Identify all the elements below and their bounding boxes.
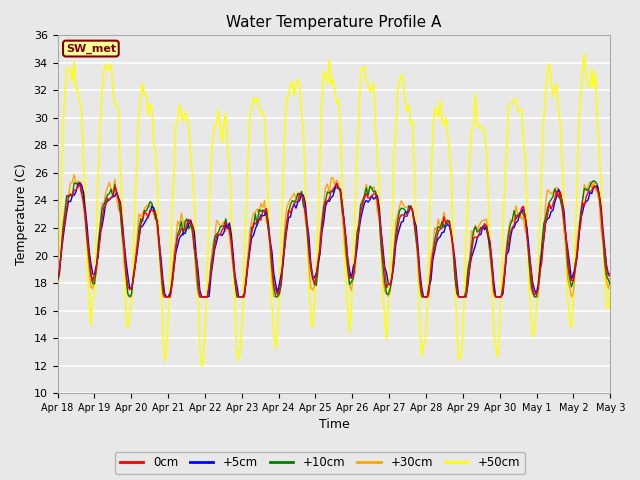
- +50cm: [557, 122, 564, 128]
- +10cm: [607, 282, 614, 288]
- 0cm: [54, 276, 61, 281]
- Y-axis label: Temperature (C): Temperature (C): [15, 163, 28, 265]
- 0cm: [387, 281, 394, 287]
- +30cm: [524, 232, 531, 238]
- +30cm: [126, 294, 134, 300]
- +50cm: [385, 299, 392, 305]
- Line: +50cm: +50cm: [58, 54, 611, 367]
- +30cm: [70, 171, 78, 177]
- 0cm: [558, 200, 566, 206]
- +50cm: [54, 288, 61, 293]
- 0cm: [385, 281, 392, 287]
- +5cm: [56, 268, 63, 274]
- X-axis label: Time: Time: [319, 419, 349, 432]
- +30cm: [607, 276, 614, 281]
- Line: 0cm: 0cm: [58, 184, 611, 297]
- Line: +5cm: +5cm: [58, 183, 611, 297]
- +30cm: [558, 206, 566, 212]
- 0cm: [524, 235, 531, 240]
- +30cm: [54, 283, 61, 288]
- +10cm: [56, 272, 63, 277]
- +50cm: [607, 281, 614, 287]
- +5cm: [524, 226, 531, 231]
- +5cm: [76, 180, 84, 186]
- +5cm: [163, 294, 170, 300]
- 0cm: [161, 294, 168, 300]
- +5cm: [396, 226, 403, 231]
- +10cm: [126, 294, 134, 300]
- Title: Water Temperature Profile A: Water Temperature Profile A: [226, 15, 442, 30]
- +5cm: [54, 276, 61, 282]
- 0cm: [607, 273, 614, 279]
- +5cm: [558, 199, 566, 204]
- +50cm: [383, 336, 390, 342]
- +30cm: [387, 289, 394, 295]
- +50cm: [580, 51, 588, 57]
- +10cm: [394, 218, 401, 224]
- +10cm: [385, 291, 392, 297]
- +50cm: [198, 364, 205, 370]
- +5cm: [385, 281, 392, 287]
- +10cm: [522, 215, 529, 221]
- +5cm: [387, 282, 394, 288]
- +10cm: [383, 291, 390, 297]
- 0cm: [333, 181, 340, 187]
- +30cm: [385, 294, 392, 300]
- +30cm: [396, 204, 403, 209]
- Line: +30cm: +30cm: [58, 174, 611, 297]
- Legend: 0cm, +5cm, +10cm, +30cm, +50cm: 0cm, +5cm, +10cm, +30cm, +50cm: [115, 452, 525, 474]
- 0cm: [396, 216, 403, 221]
- +10cm: [590, 178, 598, 184]
- +30cm: [56, 271, 63, 276]
- +50cm: [394, 87, 401, 93]
- +50cm: [522, 153, 529, 158]
- +5cm: [607, 271, 614, 276]
- Line: +10cm: +10cm: [58, 181, 611, 297]
- +10cm: [557, 197, 564, 203]
- 0cm: [56, 267, 63, 273]
- +10cm: [54, 278, 61, 284]
- +50cm: [56, 244, 63, 250]
- Text: SW_met: SW_met: [66, 43, 116, 54]
